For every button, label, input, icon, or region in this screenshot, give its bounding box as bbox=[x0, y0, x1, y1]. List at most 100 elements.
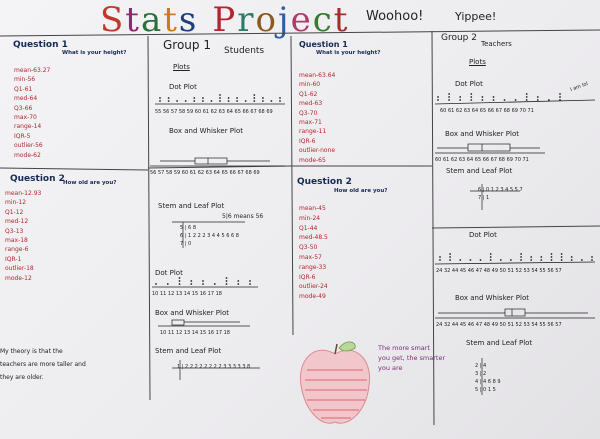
group2-stem1-title: Stem and Leaf Plot bbox=[446, 167, 513, 175]
dot-mark bbox=[439, 256, 441, 258]
dot-mark bbox=[520, 256, 522, 258]
dot-mark bbox=[225, 283, 228, 285]
right-q1-stats: mean-63.64 min-60 Q1-62 med-63 Q3-70 max… bbox=[299, 71, 335, 165]
title-text: Stats Project bbox=[100, 0, 349, 40]
dot-mark bbox=[510, 259, 512, 261]
stat-line: mean-45 bbox=[299, 205, 326, 212]
dot-mark bbox=[520, 259, 522, 261]
apple-drawing bbox=[299, 341, 371, 424]
stat-line: Q1-44 bbox=[299, 224, 318, 232]
dot-mark bbox=[479, 259, 482, 261]
dot-mark bbox=[193, 100, 196, 102]
stat-line: med-12 bbox=[5, 218, 29, 226]
group1-stem-key: 5|6 means 56 bbox=[222, 213, 264, 220]
dot-mark bbox=[210, 100, 213, 102]
left-q1-heading: Question 1 bbox=[13, 40, 68, 50]
theory-line: teachers are more taller and bbox=[0, 361, 86, 368]
stem-row: 7 | 1 bbox=[478, 195, 490, 201]
group2-box1-axis: 60 61 62 63 64 65 66 67 68 69 70 71 bbox=[435, 157, 529, 163]
stem-row: 2 | 4 bbox=[475, 363, 487, 369]
dot-mark bbox=[540, 256, 543, 258]
stat-line: mode-12 bbox=[5, 274, 32, 282]
woohoo-text: Woohoo! bbox=[366, 9, 424, 24]
dot-mark bbox=[550, 259, 553, 261]
dot-mark bbox=[581, 259, 583, 261]
dot-mark bbox=[470, 96, 473, 98]
group2-box1-title: Box and Whisker Plot bbox=[445, 130, 519, 138]
stat-line: min-56 bbox=[14, 76, 36, 84]
dot-mark bbox=[190, 283, 193, 285]
right-q2-stats: mean-45 min-24 Q1-44 med-48.5 Q3-50 max-… bbox=[299, 204, 328, 302]
dot-mark bbox=[489, 256, 492, 258]
group1-stem2-row: 1 | 2 2 2 2 2 2 2 2 3 3 3 3 3 8 bbox=[177, 364, 251, 370]
dot-mark bbox=[202, 283, 204, 285]
stat-line: med-48.5 bbox=[299, 234, 328, 242]
dot-mark bbox=[481, 96, 484, 98]
stat-line: max-71 bbox=[299, 119, 322, 127]
group1-label: Group 1 bbox=[163, 38, 211, 52]
stat-line: min-24 bbox=[299, 214, 321, 222]
title-letter: t bbox=[163, 0, 179, 40]
dot-mark bbox=[449, 253, 451, 255]
dot-mark bbox=[536, 99, 539, 101]
group1-stem1-rows: 5 | 6 8 6 | 1 2 2 2 3 4 4 5 6 6 8 7 | 0 bbox=[180, 224, 239, 248]
dot-mark bbox=[548, 99, 550, 101]
dot-mark bbox=[570, 259, 573, 261]
dot-mark bbox=[560, 256, 563, 258]
yippee-text: Yippee! bbox=[455, 10, 497, 23]
group1-dotplot2-title: Dot Plot bbox=[155, 269, 183, 277]
stat-line: max-57 bbox=[299, 253, 322, 261]
title-letter: s bbox=[178, 0, 199, 40]
group1-box2-title: Box and Whisker Plot bbox=[155, 309, 229, 317]
dot-mark bbox=[492, 99, 495, 101]
stem-row: 6 | 0 1 2 3 4 5 5 7 bbox=[478, 187, 523, 193]
stem-row: 5 | 6 8 bbox=[180, 225, 196, 231]
stat-line: range-6 bbox=[5, 246, 29, 254]
dot-mark bbox=[503, 99, 506, 101]
dot-mark bbox=[525, 99, 528, 101]
theory-line: they are older. bbox=[0, 374, 44, 381]
stat-line: mode-62 bbox=[14, 151, 41, 159]
dot-mark bbox=[225, 280, 228, 282]
dot-mark bbox=[159, 97, 161, 99]
stat-line: Q1-12 bbox=[5, 208, 24, 216]
dot-mark bbox=[489, 253, 492, 255]
dot-mark bbox=[459, 99, 462, 101]
theory-line: My theory is that the bbox=[0, 348, 63, 355]
box-plot-box bbox=[504, 308, 526, 317]
box-plot-box bbox=[171, 319, 185, 326]
group2-stem1-rows: 6 | 0 1 2 3 4 5 5 7 7 | 1 bbox=[478, 186, 523, 202]
left-q2-prompt: How old are you? bbox=[63, 180, 117, 186]
dot-mark bbox=[560, 253, 563, 255]
right-q1-prompt: What is your height? bbox=[316, 50, 381, 56]
group2-dotplot1-title: Dot Plot bbox=[455, 80, 483, 88]
stat-line: mode-49 bbox=[299, 293, 326, 301]
stat-line: outlier-none bbox=[299, 147, 336, 155]
dot-mark bbox=[470, 93, 473, 95]
stat-line: mean-12.93 bbox=[5, 190, 42, 197]
dot-mark bbox=[499, 259, 502, 261]
group2-stem2-title: Stem and Leaf Plot bbox=[466, 339, 533, 347]
dot-mark bbox=[236, 100, 239, 102]
dot-mark bbox=[591, 256, 593, 258]
group2-sublabel: Teachers bbox=[481, 40, 512, 48]
stat-line: IQR-6 bbox=[299, 137, 316, 145]
number-line bbox=[434, 261, 596, 265]
stat-line: Q3-13 bbox=[5, 227, 24, 235]
dot-mark bbox=[227, 100, 230, 102]
dot-mark bbox=[155, 283, 157, 285]
dot-mark bbox=[262, 100, 264, 102]
dot-mark bbox=[225, 277, 228, 279]
dot-mark bbox=[184, 100, 187, 102]
dot-mark bbox=[530, 256, 533, 258]
dot-mark bbox=[570, 256, 573, 258]
group1-stem2-title: Stem and Leaf Plot bbox=[155, 347, 222, 355]
stat-line: med-63 bbox=[299, 100, 323, 108]
group1-dotplot1-axis: 55 56 57 58 59 60 61 62 63 64 65 66 67 6… bbox=[155, 109, 273, 115]
stem-row: 4 | 4 6 8 9 bbox=[475, 379, 501, 385]
dot-mark bbox=[591, 259, 593, 261]
stat-line: outlier-56 bbox=[14, 142, 43, 150]
dot-mark bbox=[178, 277, 181, 279]
apple-note: The more smart you get, the smarter you … bbox=[378, 343, 445, 373]
